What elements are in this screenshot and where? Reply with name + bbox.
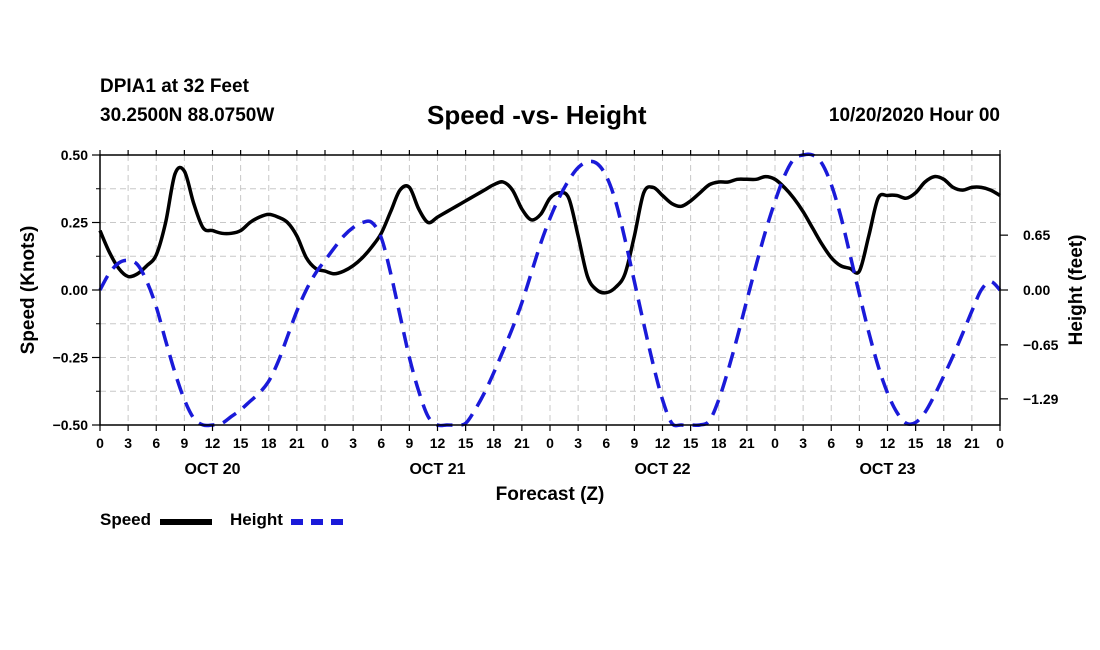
coordinates-label: 30.2500N 88.0750W	[100, 105, 275, 126]
x-tick-label: 12	[205, 435, 221, 451]
x-tick-label: 15	[683, 435, 699, 451]
legend-speed-label: Speed	[100, 510, 152, 529]
x-tick-label: 18	[486, 435, 502, 451]
y2-tick-label: −0.65	[1023, 337, 1059, 353]
x-axis-title: Forecast (Z)	[496, 484, 605, 505]
y-tick-label: −0.50	[53, 417, 89, 433]
x-tick-label: 18	[711, 435, 727, 451]
x-tick-label: 0	[996, 435, 1004, 451]
x-tick-label: 0	[771, 435, 779, 451]
y-tick-label: 0.50	[61, 147, 88, 163]
grid	[100, 155, 1000, 425]
x-tick-label: 6	[152, 435, 160, 451]
x-tick-label: 15	[908, 435, 924, 451]
x-tick-label: 21	[289, 435, 305, 451]
y2-tick-label: −1.29	[1023, 391, 1059, 407]
day-label: OCT 20	[184, 461, 240, 478]
x-tick-label: 0	[96, 435, 104, 451]
x-tick-label: 9	[630, 435, 638, 451]
station-label: DPIA1 at 32 Feet	[100, 76, 249, 97]
x-tick-label: 3	[349, 435, 357, 451]
series-layer	[98, 152, 1002, 428]
legend-height-label: Height	[230, 510, 283, 529]
x-tick-label: 15	[458, 435, 474, 451]
x-tick-label: 21	[514, 435, 530, 451]
chart-title: Speed -vs- Height	[427, 100, 647, 130]
x-tick-label: 12	[655, 435, 671, 451]
x-tick-label: 21	[964, 435, 980, 451]
x-tick-label: 21	[739, 435, 755, 451]
x-tick-label: 0	[321, 435, 329, 451]
x-tick-label: 6	[827, 435, 835, 451]
x-tick-label: 12	[880, 435, 896, 451]
y2-tick-label: 0.00	[1023, 282, 1050, 298]
x-tick-label: 9	[405, 435, 413, 451]
x-tick-label: 18	[936, 435, 952, 451]
x-tick-label: 0	[546, 435, 554, 451]
y-axis-title: Speed (Knots)	[18, 226, 39, 355]
legend-height-swatch	[291, 519, 343, 525]
x-tick-label: 12	[430, 435, 446, 451]
x-tick-label: 15	[233, 435, 249, 451]
y-tick-label: 0.00	[61, 282, 88, 298]
x-tick-label: 3	[574, 435, 582, 451]
day-label: OCT 21	[409, 461, 465, 478]
height-series-line	[98, 152, 1002, 428]
day-label: OCT 23	[859, 461, 915, 478]
x-tick-label: 9	[180, 435, 188, 451]
y2-tick-label: 0.65	[1023, 227, 1050, 243]
y-tick-label: −0.25	[53, 350, 89, 366]
x-tick-label: 3	[124, 435, 132, 451]
x-tick-label: 9	[855, 435, 863, 451]
forecast-datetime: 10/20/2020 Hour 00	[828, 105, 1000, 126]
x-tick-label: 6	[602, 435, 610, 451]
axes: 0 3 6 9 12 15 18 21 0 3 6 9 12 15 18 21 0 3 6 9 12 15 18 21 0 3 6 9…	[53, 147, 1059, 478]
y-tick-label: 0.25	[61, 215, 88, 231]
x-tick-label: 3	[799, 435, 807, 451]
x-tick-label: 18	[261, 435, 277, 451]
y2-axis-title: Height (feet)	[1066, 235, 1087, 346]
legend-speed-swatch	[160, 519, 212, 525]
speed-series-line	[98, 165, 1001, 295]
day-label: OCT 22	[634, 461, 690, 478]
x-tick-label: 6	[377, 435, 385, 451]
